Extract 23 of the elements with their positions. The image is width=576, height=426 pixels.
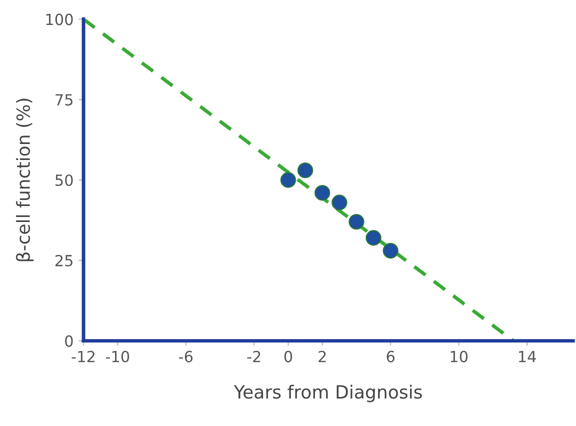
y-tick-label: 75 — [56, 94, 72, 106]
x-tick-label: 0 — [284, 350, 292, 362]
x-tick-label: 6 — [386, 350, 394, 362]
point — [297, 162, 314, 178]
y-tick-label: 100 — [46, 14, 73, 26]
y-axis-title: β-cell function (%) — [16, 98, 34, 262]
point — [314, 185, 330, 201]
point — [280, 172, 296, 188]
x-tick-label: -2 — [247, 350, 260, 362]
y-tick-label: 25 — [55, 254, 72, 266]
x-axis-title: Years from Diagnosis — [234, 384, 422, 402]
x-tick-label: 14 — [519, 350, 536, 362]
x-tick-label: -10 — [106, 350, 130, 362]
x-tick-label: 10 — [450, 350, 468, 362]
y-tick-label: 0 — [65, 335, 73, 347]
x-tick-label: -12 — [72, 350, 94, 362]
x-tick-label: 2 — [318, 350, 326, 362]
point — [332, 194, 348, 210]
point — [366, 230, 382, 246]
point — [348, 214, 364, 230]
x-tick-label: -6 — [179, 350, 193, 362]
point — [382, 242, 398, 259]
y-tick-label: 50 — [56, 174, 73, 186]
